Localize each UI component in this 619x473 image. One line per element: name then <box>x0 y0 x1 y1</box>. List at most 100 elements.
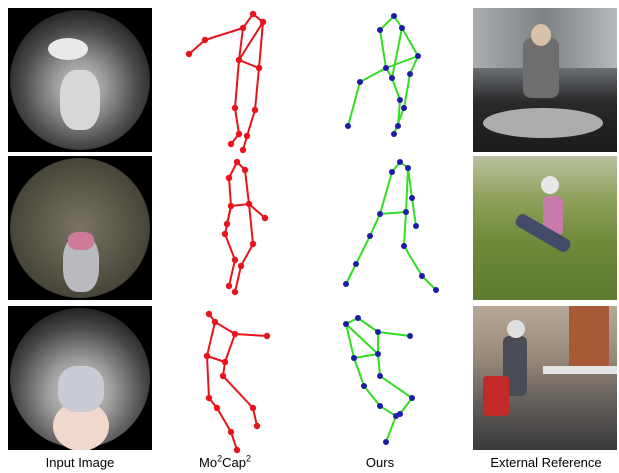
joint-9 <box>227 140 235 148</box>
joint-7 <box>377 403 383 409</box>
joint-5 <box>357 79 363 85</box>
joint-8 <box>221 230 229 238</box>
reference-image-row-1 <box>473 8 617 152</box>
joint-12 <box>253 422 261 430</box>
joint-0 <box>343 321 349 327</box>
bone-8 <box>355 235 371 265</box>
caption-external-reference: External Reference <box>473 455 619 470</box>
joint-2 <box>389 169 395 175</box>
joint-3 <box>407 333 413 339</box>
bone-3 <box>206 321 216 357</box>
caption-ours: Ours <box>345 455 415 470</box>
caption-mo2cap-base: Mo <box>199 455 218 470</box>
joint-3 <box>383 65 389 71</box>
joint-11 <box>243 132 251 140</box>
mo2cap-skeleton-row-2 <box>221 158 269 296</box>
joint-6 <box>345 123 351 129</box>
input-image-row-1 <box>8 8 152 152</box>
bone-12 <box>224 333 236 363</box>
bone-6 <box>248 203 254 245</box>
joint-7 <box>401 243 407 249</box>
joint-10 <box>225 282 233 290</box>
joint-6 <box>261 214 269 222</box>
bone-6 <box>238 59 260 69</box>
bone-4 <box>359 67 387 83</box>
bone-11 <box>393 107 405 135</box>
bone-5 <box>347 81 361 127</box>
joint-2 <box>231 330 239 338</box>
bone-7 <box>409 55 419 75</box>
bone-5 <box>248 203 266 219</box>
bone-7 <box>224 205 232 235</box>
joint-10 <box>377 373 383 379</box>
joint-2 <box>239 24 247 32</box>
joint-1 <box>399 25 405 31</box>
joint-2 <box>377 27 383 33</box>
bone-9 <box>377 353 381 377</box>
bone-1 <box>357 317 379 333</box>
bone-2 <box>244 169 250 205</box>
bone-4 <box>353 353 379 359</box>
caption-input-text: Input Image <box>45 455 115 470</box>
joint-5 <box>221 358 229 366</box>
bone-10 <box>403 211 407 247</box>
joint-5 <box>201 36 209 44</box>
bone-5 <box>206 355 210 399</box>
joint-11 <box>237 262 245 270</box>
bone-5 <box>188 39 206 55</box>
bone-3 <box>228 177 232 207</box>
joint-7 <box>249 240 257 248</box>
joint-4 <box>415 53 421 59</box>
joint-4 <box>203 352 211 360</box>
joint-6 <box>205 394 213 402</box>
mo2cap-skeleton-row-3 <box>203 310 271 454</box>
joint-5 <box>409 195 415 201</box>
joint-0 <box>249 10 257 18</box>
joint-10 <box>407 71 413 77</box>
bone-7 <box>379 405 397 417</box>
bone-10 <box>240 243 254 267</box>
joint-4 <box>255 64 263 72</box>
joint-5 <box>223 220 231 228</box>
joint-8 <box>227 428 235 436</box>
bone-7 <box>369 213 381 237</box>
joint-12 <box>231 288 239 296</box>
bone-11 <box>234 265 242 293</box>
bone-2 <box>377 331 411 337</box>
bone-8 <box>224 233 236 261</box>
joint-4 <box>351 355 357 361</box>
joint-6 <box>185 50 193 58</box>
bone-8 <box>391 77 401 101</box>
bone-11 <box>399 397 413 415</box>
bone-7 <box>234 59 240 109</box>
joint-12 <box>433 287 439 293</box>
joint-7 <box>389 75 395 81</box>
joint-11 <box>419 273 425 279</box>
bone-10 <box>222 375 254 409</box>
ours-skeleton-row-3 <box>343 315 415 445</box>
bone-10 <box>403 73 411 109</box>
bone-5 <box>353 357 365 387</box>
bone-1 <box>214 321 236 335</box>
joint-12 <box>239 146 247 154</box>
bone-11 <box>246 109 256 137</box>
joint-8 <box>235 130 243 138</box>
bone-8 <box>234 107 240 135</box>
bone-2 <box>401 27 419 57</box>
joint-1 <box>259 18 267 26</box>
joint-3 <box>263 332 271 340</box>
joint-3 <box>377 211 383 217</box>
bone-2 <box>258 21 264 69</box>
bone-2 <box>234 333 268 337</box>
joint-10 <box>251 106 259 114</box>
joint-9 <box>383 439 389 445</box>
joint-9 <box>233 446 241 454</box>
bone-1 <box>379 15 395 31</box>
joint-11 <box>401 105 407 111</box>
joint-9 <box>231 256 239 264</box>
ours-skeleton-row-2 <box>343 159 439 293</box>
bone-3 <box>345 323 355 359</box>
joint-5 <box>375 351 381 357</box>
joint-6 <box>413 223 419 229</box>
input-image-row-3 <box>8 306 152 450</box>
